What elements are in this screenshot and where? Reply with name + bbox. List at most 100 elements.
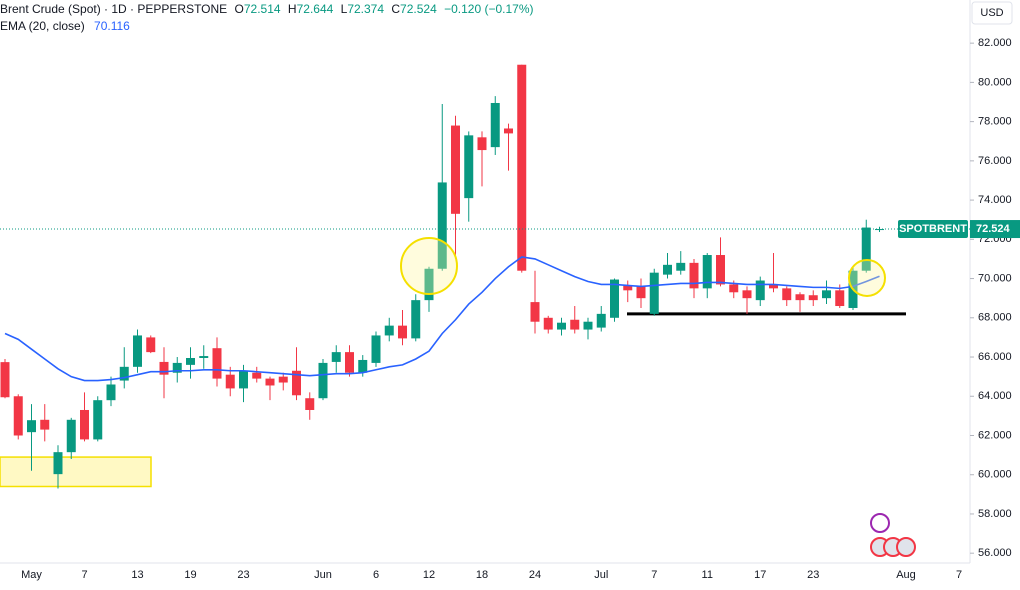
y-tick-label: 62.000 <box>978 429 1012 441</box>
candle-body <box>676 262 686 271</box>
candle-body <box>464 135 474 199</box>
candle-body <box>252 372 262 379</box>
candle-body <box>411 300 421 339</box>
candle-body <box>371 335 381 363</box>
high-prefix: H <box>288 2 297 16</box>
candle-body <box>398 325 407 339</box>
candle-body <box>822 290 831 299</box>
candle-body <box>119 366 129 381</box>
candle-body <box>27 420 36 433</box>
open-value: 72.514 <box>244 2 281 16</box>
x-tick-label: 11 <box>702 569 713 581</box>
legend-header: Brent Crude (Spot) · 1D · PEPPERSTONE O7… <box>0 2 534 16</box>
y-tick-label: 68.000 <box>978 312 1012 324</box>
x-tick-label: 7 <box>651 569 657 581</box>
ema-name: EMA (20, close) <box>0 19 85 33</box>
candle-body <box>384 325 394 336</box>
x-tick-label: 17 <box>754 569 766 581</box>
y-tick-label: 64.000 <box>978 390 1012 402</box>
x-tick-label: May <box>21 569 42 581</box>
high-value: 72.644 <box>297 2 334 16</box>
zone-layer <box>0 456 152 488</box>
last-price-symbol: SPOTBRENT <box>899 223 967 235</box>
candle-body <box>265 378 275 386</box>
candle-body <box>742 290 752 299</box>
candle-body <box>610 279 619 318</box>
candle-body <box>702 255 712 289</box>
candle-body <box>358 359 368 373</box>
x-tick-label: 12 <box>423 569 435 581</box>
y-tick-label: 58.000 <box>978 508 1012 520</box>
x-tick-label: 13 <box>131 569 143 581</box>
candle-body <box>186 358 195 365</box>
x-tick-label: 7 <box>956 569 962 581</box>
highlight-circle <box>400 237 458 295</box>
candle-body <box>318 362 328 399</box>
low-prefix: L <box>341 2 348 16</box>
y-tick-label: 76.000 <box>978 155 1012 167</box>
candle-body <box>305 398 315 410</box>
y-tick-label: 80.000 <box>978 76 1012 88</box>
candle-body <box>212 348 222 379</box>
open-prefix: O <box>235 2 244 16</box>
candle-body <box>146 337 156 353</box>
candle-body <box>583 321 593 330</box>
ema-value: 70.116 <box>94 19 130 33</box>
currency: USD <box>980 7 1003 19</box>
candle-body <box>292 370 301 396</box>
candle-body <box>570 319 580 330</box>
candle-body <box>0 362 10 398</box>
candle-body <box>424 268 434 301</box>
candle-body <box>649 272 659 314</box>
change: −0.120 (−0.17%) <box>444 2 533 16</box>
y-tick-label: 74.000 <box>978 194 1012 206</box>
candle-body <box>623 285 633 291</box>
x-tick-label: Aug <box>896 569 916 581</box>
symbol: Brent Crude (Spot) · 1D · PEPPERSTONE <box>0 2 227 16</box>
x-tick-label: 7 <box>81 569 87 581</box>
candle-body <box>437 182 447 269</box>
low-value: 72.374 <box>347 2 384 16</box>
candle-body <box>795 294 805 301</box>
x-tick-label: 6 <box>373 569 379 581</box>
candle-body <box>504 128 513 134</box>
candle-body <box>477 137 487 151</box>
x-tick-label: 23 <box>807 569 819 581</box>
candle-body <box>769 284 778 289</box>
candle-body <box>331 352 341 362</box>
candle-body <box>225 374 235 389</box>
candle-body <box>596 313 606 328</box>
currency-box[interactable] <box>971 1 1013 25</box>
candle-body <box>557 322 566 330</box>
candle-body <box>13 396 23 436</box>
y-tick-label: 82.000 <box>978 37 1012 49</box>
candle-body <box>636 286 646 299</box>
candle-body <box>133 335 142 367</box>
y-tick-label: 60.000 <box>978 469 1012 481</box>
candle-body <box>517 64 527 271</box>
candle-body <box>93 400 103 440</box>
last-price-box <box>970 220 1020 239</box>
candle-body <box>159 361 169 375</box>
highlight-zone <box>0 456 152 488</box>
candle-body <box>66 419 76 453</box>
candle-body <box>345 352 354 373</box>
close-prefix: C <box>391 2 400 16</box>
y-tick-label: 66.000 <box>978 351 1012 363</box>
ema-legend: EMA (20, close) 70.116 <box>0 19 130 33</box>
flag-icon[interactable] <box>896 537 916 557</box>
close-value: 72.524 <box>400 2 437 16</box>
y-tick-label: 70.000 <box>978 272 1012 284</box>
candle-body <box>239 370 248 389</box>
candle-body <box>861 227 871 271</box>
ema-line <box>4 256 880 382</box>
plot: 56.000 58.000 60.000 62.000 64.000 66.000 68.0… <box>0 37 1012 581</box>
candle-body <box>40 419 50 430</box>
candle-body <box>835 290 845 307</box>
x-tick-label: 24 <box>529 569 541 581</box>
candle-body <box>782 288 792 301</box>
event-icon[interactable] <box>870 513 890 533</box>
candle-body <box>808 295 818 301</box>
candle-body <box>729 284 739 293</box>
